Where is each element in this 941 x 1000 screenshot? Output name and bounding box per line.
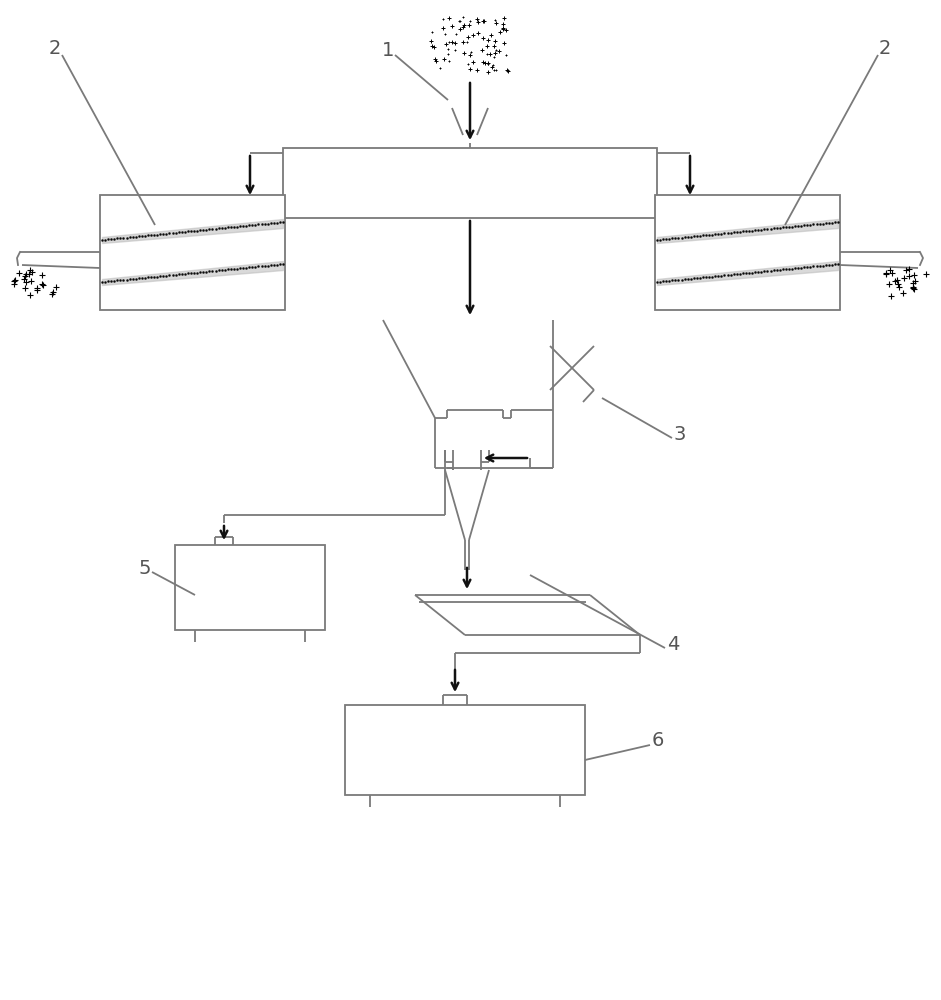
- Bar: [655, 195, 840, 310]
- Text: 1: 1: [382, 40, 394, 60]
- Text: 4: 4: [667, 636, 679, 654]
- Text: 2: 2: [879, 38, 891, 57]
- Text: 2: 2: [49, 38, 61, 57]
- Text: 6: 6: [652, 730, 664, 750]
- Bar: [283, 148, 657, 218]
- Bar: [175, 545, 325, 630]
- Bar: [100, 195, 285, 310]
- Bar: [345, 705, 585, 795]
- Text: 5: 5: [138, 558, 152, 578]
- Text: 3: 3: [674, 426, 686, 444]
